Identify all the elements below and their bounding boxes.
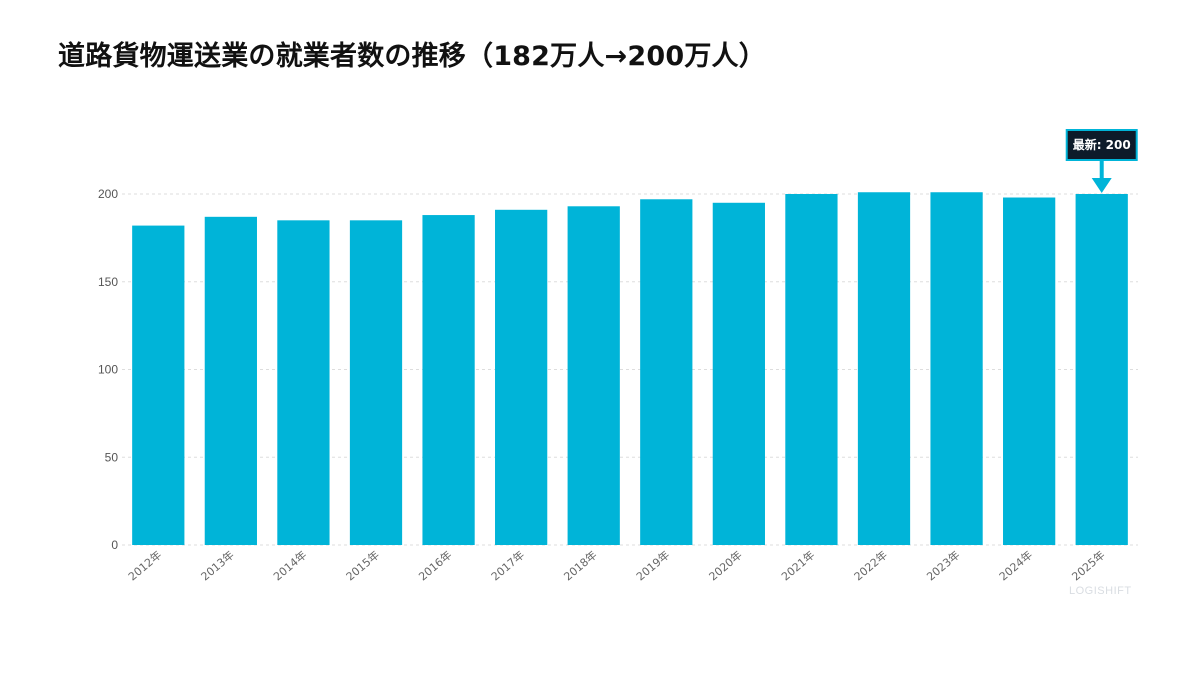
x-tick-label: 2012年 xyxy=(125,548,164,584)
bar-2021年 xyxy=(785,194,838,545)
x-tick-label: 2017年 xyxy=(488,548,527,584)
bar-2018年 xyxy=(567,206,620,545)
page-title: 道路貨物運送業の就業者数の推移（182万人→200万人） xyxy=(58,41,766,72)
bar-2025年 xyxy=(1075,194,1128,545)
callout-label: 最新: 200 xyxy=(1073,137,1131,152)
x-axis-ticks: 2012年 2013年 2014年 2015年 2016年 2017年 2018年 2019年… xyxy=(125,548,1107,584)
x-tick-label: 2014年 xyxy=(270,548,309,584)
x-tick-label: 2021年 xyxy=(778,548,817,584)
y-tick-label: 0 xyxy=(111,538,118,552)
callout-box xyxy=(1065,129,1138,161)
bar-2013年 xyxy=(204,216,257,545)
x-tick-label: 2013年 xyxy=(198,548,237,584)
bar-2015年 xyxy=(349,220,403,545)
x-tick-label: 2024年 xyxy=(996,548,1035,584)
grid-lines xyxy=(122,193,1138,546)
y-tick-label: 150 xyxy=(98,275,118,289)
bar-2019年 xyxy=(640,199,693,545)
bar-2020年 xyxy=(712,202,765,545)
bars xyxy=(132,192,1128,546)
bar-2014年 xyxy=(277,220,330,545)
x-tick-label: 2019年 xyxy=(633,548,672,584)
bar-2016年 xyxy=(422,215,475,545)
x-tick-label: 2015年 xyxy=(343,548,382,584)
bar-2012年 xyxy=(132,225,185,545)
latest-value-callout: 最新: 200 xyxy=(1065,129,1138,193)
callout-arrow-head-icon xyxy=(1091,178,1112,193)
watermark-logo: LOGISHIFT xyxy=(1069,585,1132,597)
y-tick-label: 100 xyxy=(98,363,118,377)
y-tick-label: 200 xyxy=(98,187,118,201)
x-tick-label: 2023年 xyxy=(924,548,963,584)
x-tick-label: 2016年 xyxy=(416,548,455,584)
x-tick-label: 2022年 xyxy=(851,548,890,584)
y-axis-ticks: 0 50 100 150 200 xyxy=(98,187,118,552)
x-tick-label: 2020年 xyxy=(706,548,745,584)
bar-2017年 xyxy=(495,209,548,546)
bar-2022年 xyxy=(857,192,911,545)
x-tick-label: 2018年 xyxy=(561,548,600,584)
y-tick-label: 50 xyxy=(105,450,119,464)
x-tick-label: 2025年 xyxy=(1069,548,1108,584)
bar-2023年 xyxy=(930,192,983,545)
bar-2024年 xyxy=(1003,197,1056,545)
